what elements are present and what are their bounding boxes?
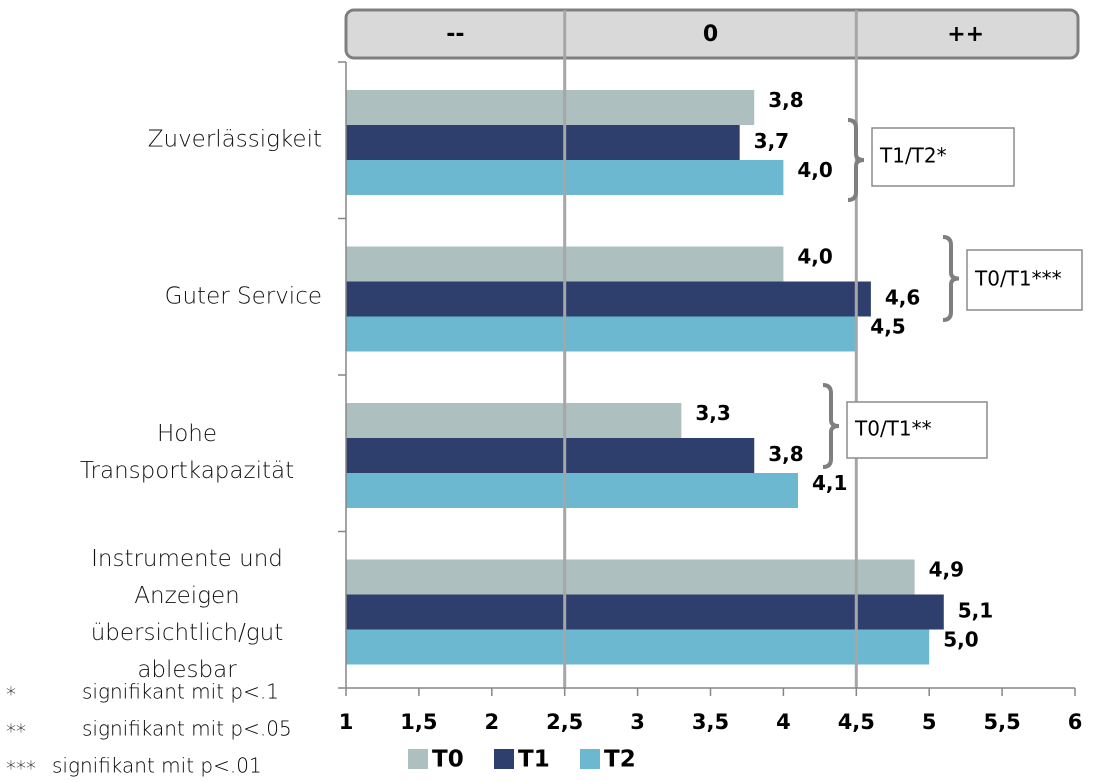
x-tick-label: 1,5 [400,710,437,734]
x-tick-label: 1 [339,710,354,734]
legend-swatch [408,749,428,769]
bar [346,629,930,665]
bar [346,125,740,160]
x-tick-label: 2,5 [546,710,583,734]
annotation-box [871,127,1015,187]
x-tick-label: 3,5 [692,710,729,734]
bar [346,438,755,473]
footnote-text: signifikant mit p<.05 [82,717,292,741]
value-label: 3,8 [768,442,803,466]
x-tick-label: 4,5 [838,710,875,734]
zone-label: ++ [947,22,984,47]
value-label: 4,5 [870,315,905,339]
legend-swatch [580,749,600,769]
zone-label: -- [446,22,464,47]
zone-label: 0 [703,22,718,47]
bar [346,559,915,595]
bar [346,90,755,125]
bar [346,281,871,317]
category-label-box: Zuverlässigkeit [52,122,322,159]
brace [822,383,840,469]
category-label: Hohe Transportkapazität [79,421,295,485]
annotation: T0/T1*** [974,267,1062,291]
category-label: Zuverlässigkeit [147,126,322,153]
x-tick-label: 5 [922,710,937,734]
category-label-box: Instrumente und Anzeigen übersichtlich/g… [52,541,322,689]
bar [346,403,682,438]
brace [847,118,865,202]
zone-header [344,8,1080,60]
value-label: 4,6 [885,286,920,310]
x-tick-label: 2 [484,710,499,734]
x-tick-label: 6 [1068,710,1083,734]
value-label: 3,3 [695,401,730,425]
bar [346,316,857,352]
legend-label: T0 [432,747,464,773]
footnote-symbol: *** [6,757,36,781]
value-label: 5,1 [958,599,993,623]
value-label: 4,9 [929,558,964,582]
x-tick-label: 5,5 [983,710,1020,734]
annotation: T1/T2* [879,144,947,168]
value-label: 4,0 [797,245,832,269]
bar [346,594,944,630]
category-label: Guter Service [164,283,322,310]
category-label-box: Guter Service [52,278,322,315]
annotation-box [966,249,1083,311]
value-label: 3,8 [768,88,803,112]
footnote-symbol: * [6,683,16,707]
value-label: 3,7 [754,129,789,153]
value-label: 4,1 [812,471,847,495]
legend-label: T1 [518,747,550,773]
value-label: 5,0 [943,628,978,652]
brace [942,235,960,322]
legend-swatch [494,749,514,769]
footnote-symbol: ** [6,720,26,744]
annotation-box [846,401,988,459]
footnote-text: signifikant mit p<.1 [82,680,279,704]
legend-label: T2 [604,747,636,773]
value-label: 4,0 [797,158,832,182]
footnote-text: signifikant mit p<.01 [52,754,262,778]
category-label: Instrumente und Anzeigen übersichtlich/g… [90,545,284,683]
annotation: T0/T1** [854,417,932,441]
bar [346,473,798,508]
category-label-box: Hohe Transportkapazität [52,416,322,490]
x-tick-label: 4 [776,710,791,734]
x-tick-label: 3 [630,710,645,734]
